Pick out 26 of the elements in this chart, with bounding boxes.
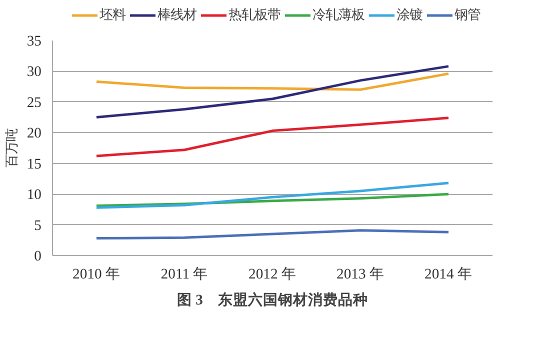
line-series bbox=[95, 182, 450, 209]
legend-label: 涂镀 bbox=[396, 6, 422, 24]
legend-label: 钢管 bbox=[454, 6, 480, 24]
y-axis-title: 百万吨 bbox=[4, 128, 19, 168]
line-series bbox=[95, 116, 450, 158]
y-tick-label: 0 bbox=[34, 248, 42, 264]
y-tick-label: 30 bbox=[26, 64, 42, 80]
y-tick-label: 35 bbox=[26, 34, 42, 50]
y-tick-label: 5 bbox=[34, 218, 42, 234]
y-tick-label: 15 bbox=[26, 156, 42, 172]
y-tick-label: 10 bbox=[26, 187, 42, 204]
line-series bbox=[95, 65, 450, 119]
x-tick-label: 2011 年 bbox=[160, 266, 208, 282]
x-tick-label: 2013 年 bbox=[336, 266, 384, 282]
legend-label: 棒线材 bbox=[158, 6, 196, 24]
x-tick-label: 2010 年 bbox=[72, 266, 120, 282]
x-tick-label: 2012 年 bbox=[248, 266, 296, 282]
text: 图 3 东盟六国钢材消费品种 bbox=[177, 290, 368, 308]
line-series bbox=[95, 229, 450, 240]
line-series bbox=[95, 72, 450, 91]
legend-label: 热轧板带 bbox=[228, 6, 280, 24]
y-tick-label: 25 bbox=[26, 94, 42, 111]
legend-label: 冷轧薄板 bbox=[312, 6, 364, 24]
x-tick-label: 2014 年 bbox=[424, 266, 472, 282]
legend-label: 坯料 bbox=[100, 6, 126, 24]
y-tick-label: 20 bbox=[26, 126, 42, 142]
